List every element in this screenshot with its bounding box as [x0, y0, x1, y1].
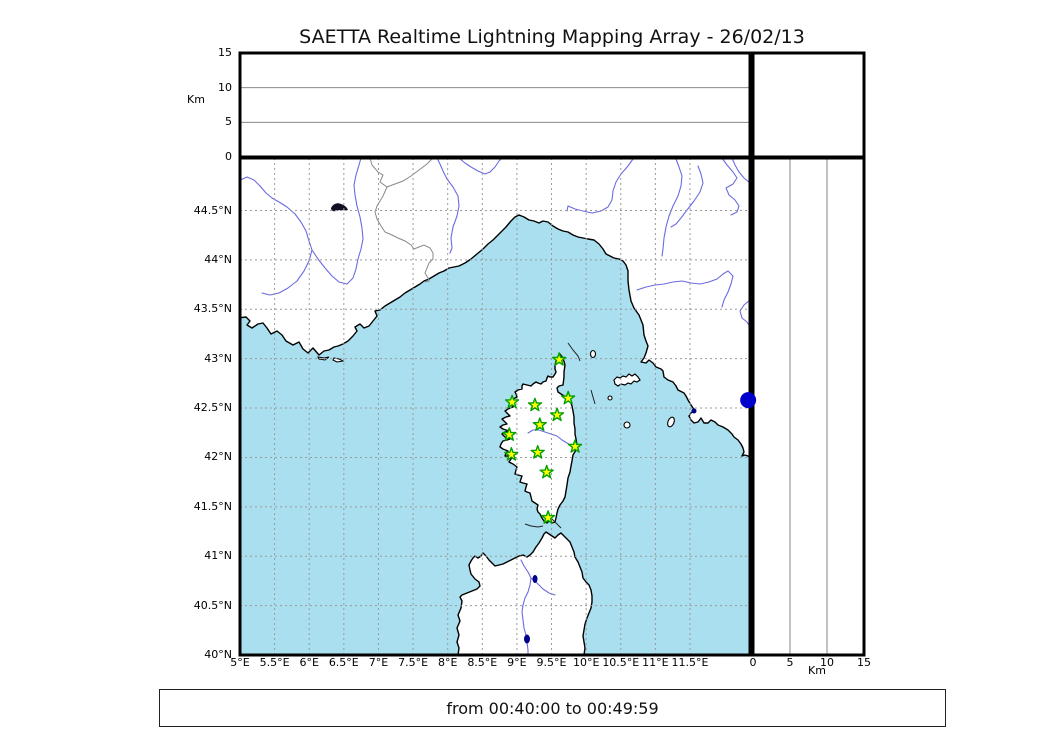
- lon-tick-label: 7.5°E: [398, 656, 429, 669]
- islet-giglio: [667, 416, 675, 428]
- lat-tick-label: 42.5°N: [193, 401, 232, 415]
- lma-station-marker: [532, 417, 547, 431]
- river-path: [731, 158, 750, 184]
- lat-tick-label: 44.5°N: [193, 203, 232, 217]
- lon-tick-label: 5°E: [230, 656, 250, 669]
- river-path: [739, 299, 750, 328]
- islet-gorgona: [607, 395, 613, 401]
- lon-tick-label: 10°E: [572, 656, 600, 669]
- mainland-coast: [240, 158, 750, 459]
- line-segment: [567, 342, 581, 362]
- lon-tick-label: 11°E: [642, 656, 669, 669]
- corsica-island: [499, 353, 578, 524]
- time-window-box: from 00:40:00 to 00:49:59: [159, 689, 946, 727]
- lake-shape: [524, 634, 530, 644]
- right-altitude-panel-frame: [751, 156, 866, 657]
- lat-tick-label: 42°N: [204, 450, 232, 464]
- altitude-bottom-tick-label: 15: [857, 656, 871, 669]
- river-path: [661, 158, 683, 257]
- lon-tick-label: 9°E: [507, 656, 527, 669]
- river-path: [458, 158, 503, 175]
- altitude-left-tick-label: 10: [218, 80, 232, 94]
- lat-tick-label: 43.5°N: [193, 302, 232, 316]
- lat-tick-label: 43°N: [204, 351, 232, 365]
- lma-station-marker: [504, 447, 519, 461]
- lma-station-marker: [502, 427, 517, 441]
- panel-frames: [238, 51, 866, 657]
- lma-station-marker: [527, 397, 543, 412]
- lake-shape: [691, 408, 697, 414]
- sardinia-island: [456, 531, 593, 655]
- islet-capraia: [623, 421, 631, 429]
- lma-station-marker: [561, 390, 576, 405]
- lon-tick-label: 8.5°E: [467, 656, 498, 669]
- lon-tick-label: 6°E: [299, 656, 319, 669]
- river-path: [240, 176, 313, 296]
- lat-tick-label: 41°N: [204, 549, 232, 563]
- altitude-left-tick-label: 15: [218, 46, 232, 59]
- lat-tick-label: 41.5°N: [193, 499, 232, 513]
- lon-tick-label: 6.5°E: [328, 656, 359, 669]
- time-window-text: from 00:40:00 to 00:49:59: [446, 698, 659, 718]
- river-path: [436, 158, 460, 254]
- line-segment: [590, 389, 596, 405]
- lma-station-marker: [549, 407, 565, 422]
- river-path: [527, 429, 573, 447]
- line-segment: [524, 523, 544, 528]
- lat-tick-label: 44°N: [204, 252, 232, 266]
- lma-station-marker: [552, 352, 567, 366]
- graticule-grid: [240, 158, 750, 655]
- altitude-left-tick-label: 5: [225, 115, 232, 129]
- river-path: [721, 158, 740, 216]
- lma-station-marker: [530, 445, 545, 459]
- lat-tick-label: 40.5°N: [193, 598, 232, 612]
- altitude-left-axis-title: Km: [187, 93, 205, 106]
- altitude-bottom-tick-label: 10: [820, 656, 834, 669]
- lon-tick-label: 5.5°E: [259, 656, 290, 669]
- map-panel: [240, 158, 750, 655]
- river-path: [311, 158, 364, 285]
- lat-tick-label: 40°N: [204, 648, 232, 661]
- lma-station-marker: [504, 394, 520, 409]
- altitude-bottom-tick-label: 0: [749, 656, 757, 669]
- altitude-bottom-axis-title: Km: [808, 664, 826, 677]
- page-title: SAETTA Realtime Lightning Mapping Array …: [299, 26, 805, 48]
- corner-panel-frame: [751, 51, 866, 159]
- country-border-path: [386, 158, 434, 188]
- lon-tick-label: 8°E: [437, 656, 458, 669]
- altitude-left-tick-label: 0: [225, 150, 232, 163]
- country-borders: [369, 158, 434, 283]
- lma-station-marker: [539, 464, 554, 479]
- altitude-panel-gridlines: [240, 87, 828, 655]
- country-border-path: [369, 158, 434, 283]
- islet-giraglia: [589, 349, 597, 359]
- data-markers: [502, 352, 757, 524]
- lon-tick-label: 10.5°E: [602, 656, 640, 669]
- top-altitude-panel-frame: [238, 51, 752, 159]
- lon-tick-label: 9.5°E: [536, 656, 567, 669]
- lightning-source-dot: [740, 392, 757, 409]
- river-path: [636, 270, 734, 308]
- altitude-bottom-tick-label: 5: [786, 656, 794, 669]
- lma-station-marker: [567, 439, 583, 453]
- lon-tick-label: 11.5°E: [671, 656, 709, 669]
- lake-shape: [532, 575, 538, 583]
- lon-tick-label: 7°E: [368, 656, 389, 669]
- lma-station-marker: [540, 510, 556, 524]
- river-path: [670, 165, 704, 228]
